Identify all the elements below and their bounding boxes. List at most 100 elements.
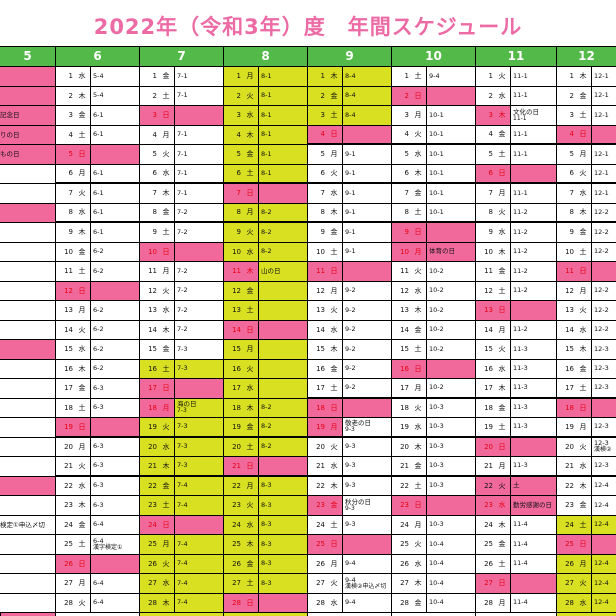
note-cell: 11-1 (510, 67, 556, 86)
day-cell-11-8: 8 火 11-2 (475, 203, 556, 223)
weekday-label: 火 (330, 169, 338, 178)
weekday-label: 土 (246, 579, 254, 588)
day-number: 22 (316, 481, 325, 490)
weekday-label: 水 (498, 501, 506, 510)
day-number: 6 (404, 169, 409, 178)
note-cell: 12-1 (591, 106, 616, 125)
weekday-label: 水 (246, 111, 254, 120)
note-cell: 11-4 (510, 554, 556, 573)
weekday-label: 水 (330, 189, 338, 198)
day-cell-10-4: 4 火 10-1 (391, 125, 475, 145)
day-number: 5 (569, 150, 574, 159)
day-number: 24 (148, 520, 157, 529)
may-row-7 (0, 184, 55, 204)
day-cell-11-3: 3 木文化の日 11-1 (475, 106, 556, 126)
note-cell: 11-2 (510, 242, 556, 261)
day-number: 1 (236, 72, 241, 81)
day-number: 18 (400, 403, 409, 412)
note-cell (591, 398, 616, 417)
day-cell-8-13: 13 土 (223, 301, 307, 321)
weekday-label: 金 (498, 540, 506, 549)
day-number: 17 (565, 383, 574, 392)
day-cell-12-28: 28 水 12-4 (556, 593, 616, 613)
day-cell-9-23: 23 金秋分の日 9-3 (307, 496, 391, 516)
note-cell (258, 593, 307, 612)
may-row-6 (0, 164, 55, 184)
day-cell-8-9: 9 火 8-2 (223, 223, 307, 243)
note-cell: 11-2 (510, 223, 556, 242)
note-cell (510, 437, 556, 456)
day-number: 24 (484, 520, 493, 529)
weekday-label: 月 (246, 481, 254, 490)
note-cell (258, 281, 307, 300)
note-cell: 10-1 (426, 184, 475, 203)
day-cell-11-5: 5 土 11-1 (475, 145, 556, 165)
day-cell-8-24: 24 水 8-3 (223, 515, 307, 535)
weekday-label: 水 (579, 189, 587, 198)
weekday-label: 金 (579, 364, 587, 373)
day-number: 14 (565, 325, 574, 334)
day-cell-12-7: 7 水 12-1 (556, 184, 616, 204)
weekday-label: 金 (498, 267, 506, 276)
day-number: 15 (484, 345, 493, 354)
day-number: 5 (404, 150, 409, 159)
note-cell (510, 574, 556, 593)
note-cell: 6-4 (90, 593, 139, 612)
note-cell: 7-1 (174, 164, 223, 182)
weekday-label: 月 (330, 422, 338, 431)
weekday-label: 金 (78, 111, 86, 120)
note-cell: 11-1 (510, 184, 556, 203)
note-cell: 10-1 (426, 164, 475, 182)
day-number: 14 (316, 325, 325, 334)
day-cell-9-18: 18 日 (307, 398, 391, 418)
day-number: 6 (569, 169, 574, 178)
day-number: 24 (232, 520, 241, 529)
weekday-label: 木 (78, 364, 86, 373)
day-number: 7 (320, 189, 325, 198)
note-cell: 8-2 (258, 242, 307, 261)
weekday-label: 土 (498, 559, 506, 568)
note-cell: 9-3 (342, 515, 391, 534)
day-number: 27 (484, 579, 493, 588)
day-cell-11-13: 13 日 (475, 301, 556, 321)
note-cell: 6-3 (90, 496, 139, 515)
day-cell-11-27: 27 日 (475, 574, 556, 594)
day-number: 24 (64, 520, 73, 529)
note-cell: 9-3 (342, 437, 391, 456)
may-row-12 (0, 281, 55, 301)
note-cell: 8-3 (258, 535, 307, 554)
note-cell: 8-1 (258, 164, 307, 182)
note-cell (90, 554, 139, 573)
weekday-label: 日 (414, 91, 422, 100)
note-cell: 9-1 (342, 203, 391, 221)
row29-sliver-8 (223, 613, 307, 616)
weekday-label: 木 (498, 520, 506, 529)
note-cell: 10-3 (426, 398, 475, 417)
note-cell: 11-2 (510, 203, 556, 221)
day-cell-10-21: 21 金 10-3 (391, 457, 475, 477)
note-cell: 体育の日 (426, 242, 475, 261)
day-number: 20 (148, 442, 157, 451)
may-row-27 (0, 574, 55, 594)
note-cell: 文化の日 11-1 (510, 106, 556, 125)
day-cell-8-16: 16 火 (223, 359, 307, 379)
weekday-label: 日 (579, 403, 587, 412)
day-cell-10-11: 11 火 10-2 (391, 262, 475, 282)
day-number: 23 (64, 501, 73, 510)
note-cell (342, 125, 391, 143)
note-cell (258, 359, 307, 378)
day-cell-11-25: 25 金 11-4 (475, 535, 556, 555)
day-cell-7-22: 22 金 7-4 (139, 476, 223, 496)
weekday-label: 日 (162, 520, 170, 529)
note-cell: 6-1 (90, 223, 139, 242)
weekday-label: 金 (330, 364, 338, 373)
weekday-label: 木 (246, 130, 254, 139)
weekday-label: 月 (579, 422, 587, 431)
day-cell-7-11: 11 月 7-2 (139, 262, 223, 282)
note-cell: 12-3 (591, 418, 616, 436)
note-cell: 10-1 (426, 203, 475, 221)
day-number: 3 (320, 111, 325, 120)
may-row-25 (0, 535, 55, 555)
